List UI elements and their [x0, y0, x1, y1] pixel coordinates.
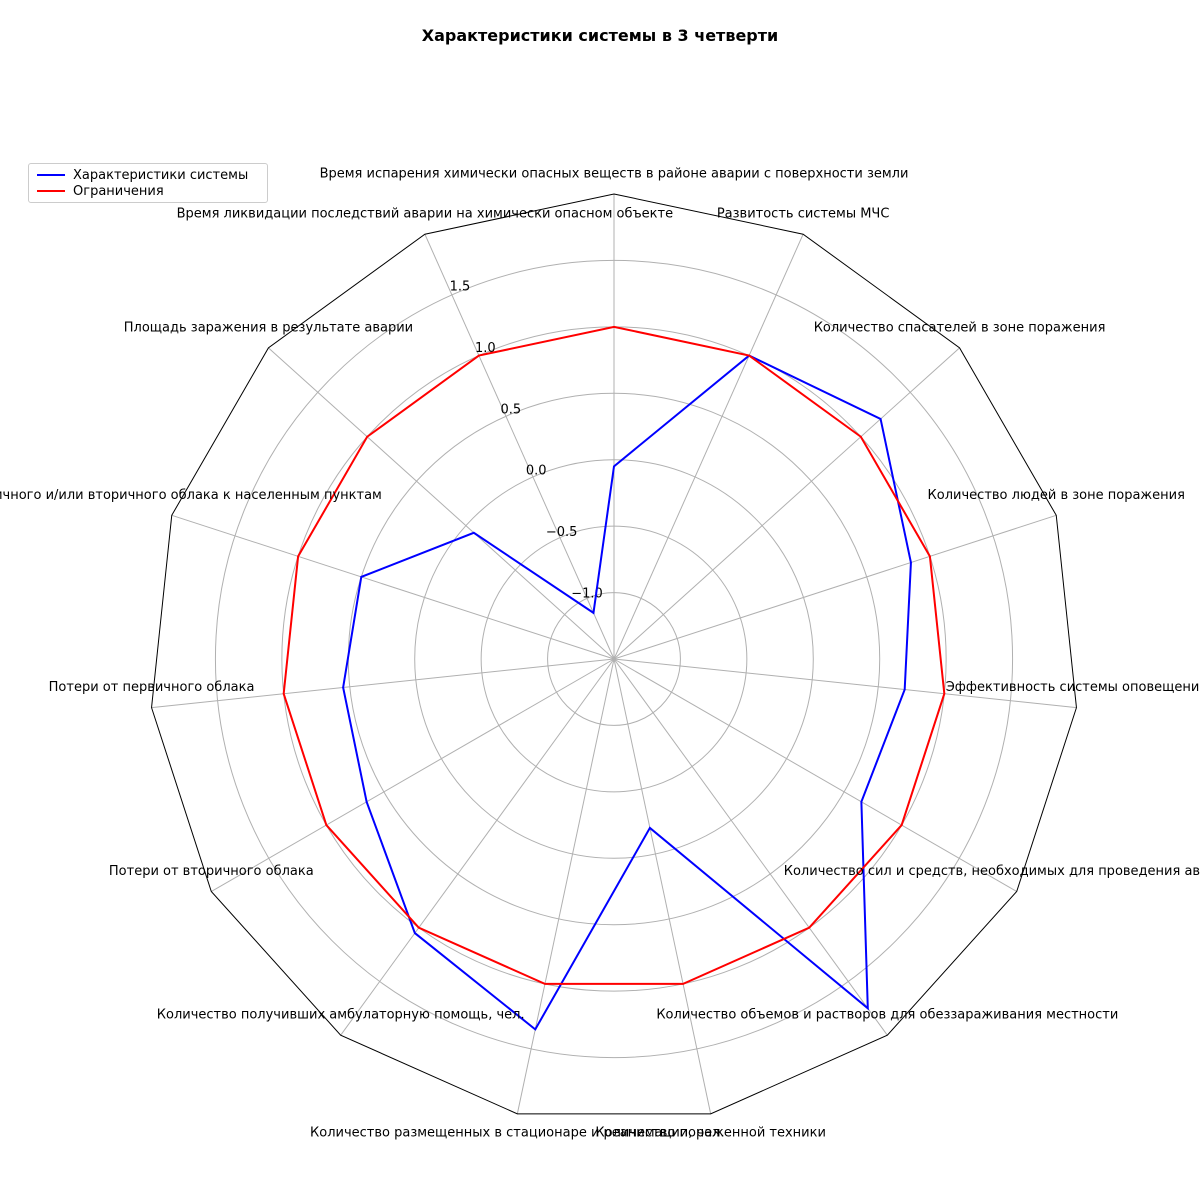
category-label-14: Время ликвидации последствий аварии на х…: [177, 207, 673, 222]
r-tick-label: 0.0: [526, 464, 547, 479]
category-label-1: Развитость системы МЧС: [717, 207, 890, 222]
series-0-point-6: [866, 1007, 869, 1010]
category-label-5: Количество сил и средств, необходимых дл…: [784, 864, 1200, 879]
category-label-4: Эффективность системы оповещения: [946, 680, 1200, 695]
category-label-3: Количество людей в зоне поражения: [928, 488, 1185, 503]
category-label-8: Количество размещенных в стационаре и ре…: [310, 1125, 725, 1140]
series-0-point-2: [879, 418, 882, 420]
grid-spoke-2: [613, 347, 960, 660]
series-0-point-0: [613, 465, 615, 468]
series-1-point-6: [808, 926, 811, 929]
series-1-point-12: [297, 555, 299, 558]
series-line-0: [342, 354, 912, 1031]
series-0-point-10: [365, 801, 368, 803]
series-1-point-7: [682, 983, 684, 985]
series-1-point-13: [366, 435, 368, 438]
category-label-6: Количество объемов и растворов для обезз…: [656, 1008, 1118, 1023]
legend-swatch-limits: [37, 190, 65, 192]
series-0-point-13: [473, 531, 475, 534]
r-tick-label: −0.5: [546, 525, 578, 540]
legend-label-limits: Ограничения: [73, 183, 164, 199]
category-label-13: Площадь заражения в результате аварии: [124, 320, 413, 335]
series-0-point-11: [342, 686, 344, 689]
r-tick-label: 1.5: [450, 280, 471, 295]
category-label-2: Количество спасателей в зоне поражения: [814, 320, 1106, 335]
series-line-1: [282, 325, 946, 985]
series-1-point-9: [417, 926, 420, 929]
legend-label-system: Характеристики системы: [73, 167, 249, 183]
series-0-point-3: [910, 561, 912, 564]
grid-spoke-4: [613, 658, 1077, 709]
r-tick-label: 0.5: [500, 402, 521, 417]
category-label-10: Потери от вторичного облака: [109, 864, 314, 879]
grid-spoke-11: [151, 658, 615, 709]
grid-spoke-13: [268, 347, 615, 660]
series-1-point-3: [929, 555, 931, 558]
series-1-point-8: [544, 983, 546, 985]
category-label-7: Количество пораженной техники: [595, 1125, 826, 1140]
series-0-point-5: [860, 801, 863, 803]
series-1-point-4: [943, 692, 946, 695]
series-1-point-14: [478, 354, 480, 357]
series-1-point-2: [860, 435, 862, 438]
grid-spoke-6: [613, 658, 888, 1036]
r-tick-label: −1.0: [571, 586, 603, 601]
grid-spoke-5: [613, 658, 1017, 892]
category-label-9: Количество получивших амбулаторную помощ…: [157, 1008, 525, 1023]
legend: Характеристики системы Ограничения: [28, 163, 268, 203]
grid-spoke-1: [613, 233, 804, 660]
chart-frame: [151, 193, 1077, 1115]
legend-entry-system: Характеристики системы: [35, 167, 261, 183]
series-1-point-11: [282, 692, 285, 695]
series-1-point-0: [613, 326, 615, 328]
series-1-point-1: [748, 354, 750, 357]
series-0-point-7: [649, 827, 651, 829]
grid-spoke-10: [211, 658, 615, 892]
category-label-12: первичного и/или вторичного облака к нас…: [0, 488, 382, 503]
legend-swatch-system: [37, 174, 65, 176]
grid-spoke-14: [424, 233, 615, 660]
legend-entry-limits: Ограничения: [35, 183, 261, 199]
series-0-point-4: [903, 688, 906, 691]
grid-spoke-3: [613, 514, 1057, 660]
grid-spoke-9: [340, 658, 615, 1036]
series-0-point-12: [360, 576, 363, 578]
series-1-point-5: [900, 824, 903, 826]
series-0-point-14: [592, 612, 595, 614]
category-label-11: Потери от первичного облака: [49, 680, 255, 695]
chart-title: Характеристики системы в 3 четверти: [421, 26, 779, 45]
series-0-point-8: [534, 1028, 537, 1031]
series-0-point-9: [414, 932, 416, 934]
grid-spoke-12: [171, 514, 615, 660]
series-1-point-10: [325, 824, 328, 826]
grid-spoke-8: [516, 658, 615, 1114]
grid-spoke-7: [613, 658, 712, 1114]
category-label-0: Время испарения химически опасных вещест…: [320, 167, 909, 182]
